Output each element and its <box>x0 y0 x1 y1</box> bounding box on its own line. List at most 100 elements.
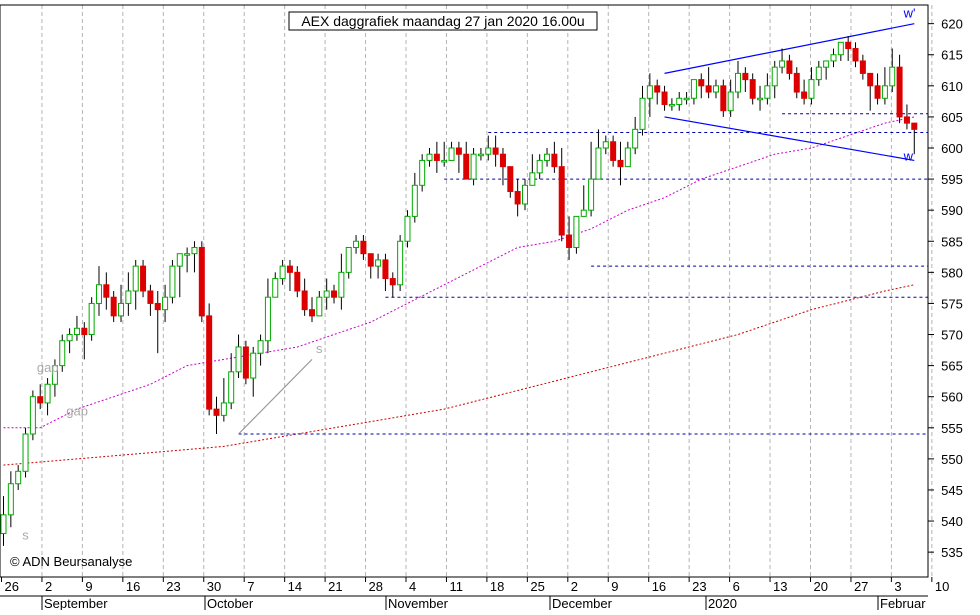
month-label: 2020 <box>708 596 737 610</box>
y-tick-label: 555 <box>941 421 963 436</box>
candle-body <box>764 85 771 99</box>
candle-body <box>771 66 778 87</box>
indicator-lines <box>3 23 928 466</box>
x-tick-label: 28 <box>369 579 383 594</box>
candle-body <box>389 278 396 286</box>
candle-body <box>507 166 514 193</box>
copyright-text: © ADN Beursanalyse <box>10 554 132 569</box>
candle-body <box>881 85 888 99</box>
candle-body <box>639 97 646 130</box>
candle-body <box>823 60 830 68</box>
y-tick-label: 545 <box>941 483 963 498</box>
candle-body <box>911 122 918 130</box>
axes <box>0 4 929 597</box>
candle-body <box>191 246 198 255</box>
candle-body <box>308 309 315 317</box>
candle-body <box>874 85 881 99</box>
candle-body <box>610 141 617 161</box>
y-tick-label: 585 <box>941 234 963 249</box>
candle-body <box>154 302 161 311</box>
candle-body <box>331 290 338 298</box>
chart-title: AEX daggrafiek maandag 27 jan 2020 16.00… <box>301 13 584 29</box>
candle-body <box>463 153 470 180</box>
candle-body <box>360 240 367 255</box>
candle-body <box>558 166 565 236</box>
candle-body <box>88 302 95 336</box>
y-tick-label: 570 <box>941 328 963 343</box>
candle-body <box>720 85 727 112</box>
candle-body <box>801 91 808 99</box>
trend-line <box>238 358 313 435</box>
x-tick-label: 6 <box>733 579 740 594</box>
x-tick-label: 9 <box>611 579 618 594</box>
labels: 26 2 9 16 23 30 7 14 21 28 4 11 18 25 2 9 16 23 6 13 20 27 3 10… <box>1 5 963 611</box>
candle-body <box>411 184 418 217</box>
candle-body <box>536 159 543 174</box>
x-tick-label: 16 <box>652 579 666 594</box>
candle-body <box>470 153 477 180</box>
candle-body <box>294 271 301 292</box>
month-label: Februar <box>880 596 926 610</box>
moving-average-short <box>3 116 915 429</box>
x-tick-label: 20 <box>814 579 828 594</box>
chart-title-box: AEX daggrafiek maandag 27 jan 2020 16.00… <box>288 11 598 31</box>
candle-body <box>286 265 293 273</box>
candle-body <box>118 302 125 317</box>
annotation-label: gap <box>37 360 59 375</box>
candle-body <box>514 191 521 205</box>
candle-body <box>617 159 624 168</box>
candle-body <box>338 271 345 298</box>
candle-body <box>353 240 360 248</box>
title-frame <box>288 11 598 31</box>
candle-body <box>22 433 29 472</box>
candle-body <box>712 85 719 93</box>
annotation-label: gap <box>66 403 88 418</box>
candle-body <box>499 153 506 168</box>
x-tick-label: 27 <box>854 579 868 594</box>
candle-body <box>37 396 44 404</box>
candle-body <box>220 402 227 416</box>
x-tick-label: 18 <box>490 579 504 594</box>
candle-body <box>323 290 330 298</box>
candle-body <box>44 383 51 404</box>
candle-body <box>793 72 800 93</box>
candle-body <box>433 153 440 161</box>
candle-body <box>103 284 110 298</box>
month-label: November <box>388 596 449 610</box>
candle-body <box>206 315 213 410</box>
y-tick-label: 605 <box>941 110 963 125</box>
annotation-label: s <box>22 528 29 543</box>
candle-body <box>646 85 653 99</box>
candle-body <box>264 296 271 342</box>
candle-body <box>132 265 139 292</box>
candle-body <box>242 346 249 379</box>
candle-body <box>257 340 264 354</box>
candle-body <box>727 91 734 112</box>
candle-body <box>742 72 749 81</box>
x-tick-label: 9 <box>85 579 92 594</box>
candle-body <box>595 147 602 180</box>
y-tick-label: 540 <box>941 514 963 529</box>
candle-body <box>279 265 286 280</box>
y-tick-label: 550 <box>941 452 963 467</box>
candle-body <box>184 253 191 256</box>
candle-body <box>690 79 697 99</box>
annotation-label: w' <box>903 5 916 20</box>
candle-body <box>830 54 837 62</box>
candle-body <box>632 128 639 149</box>
x-tick-label: 13 <box>773 579 787 594</box>
candle-body <box>757 97 764 101</box>
candle-body <box>375 259 382 267</box>
candle-body <box>81 327 88 336</box>
x-tick-label: 7 <box>247 579 254 594</box>
candle-body <box>140 265 147 292</box>
candle-body <box>316 296 323 317</box>
candle-body <box>544 153 551 161</box>
candle-body <box>419 159 426 186</box>
candle-body <box>852 48 859 62</box>
candle-body <box>573 215 580 248</box>
x-tick-label: 14 <box>288 579 302 594</box>
candle-body <box>272 278 279 298</box>
candle-body <box>903 116 910 124</box>
moving-average-long <box>3 284 915 466</box>
